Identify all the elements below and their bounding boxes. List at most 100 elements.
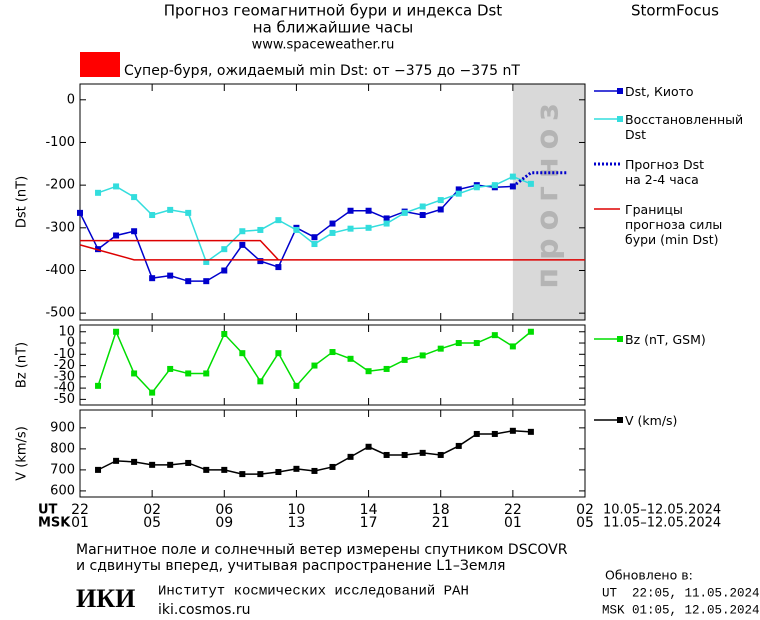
point <box>329 463 336 470</box>
point <box>185 278 192 285</box>
ut-range: 10.05–12.05.2024 <box>603 503 721 518</box>
legend-marker <box>617 88 623 94</box>
point <box>455 340 462 347</box>
site: iki.cosmos.ru <box>158 602 250 618</box>
y-tick-label: -40 <box>54 381 75 396</box>
y-tick-label: 700 <box>50 462 75 477</box>
point <box>203 278 210 285</box>
point <box>401 209 408 216</box>
point <box>257 471 264 478</box>
point <box>113 328 120 335</box>
point <box>329 229 336 236</box>
legend-marker <box>617 116 623 122</box>
msk-tick-label: 01 <box>71 515 89 531</box>
subtitle: на ближайшие часы <box>253 19 413 37</box>
point <box>509 427 516 434</box>
logo: ИКИ <box>76 584 135 613</box>
point <box>203 370 210 377</box>
point <box>365 207 372 214</box>
note: и сдвинуты вперед, учитывая распростране… <box>76 558 505 574</box>
point <box>257 378 264 385</box>
legend-entry: Прогноз Dst на 2-4 часа <box>625 157 705 187</box>
x-tick-label: 18 <box>432 502 450 518</box>
point <box>113 457 120 464</box>
point <box>167 272 174 279</box>
point <box>185 370 192 377</box>
x-tick-label: 22 <box>71 502 89 518</box>
point <box>365 224 372 231</box>
x-tick-label: 22 <box>504 502 522 518</box>
point <box>383 220 390 227</box>
point <box>275 217 282 224</box>
legend-marker <box>617 417 623 423</box>
point <box>203 258 210 265</box>
y-tick-label: 800 <box>50 441 75 456</box>
y-tick-label: 0 <box>67 336 75 351</box>
point <box>509 343 516 350</box>
point <box>347 453 354 460</box>
point <box>239 228 246 235</box>
point <box>113 183 120 190</box>
url: www.spaceweather.ru <box>252 38 395 53</box>
point <box>239 241 246 248</box>
point <box>311 467 318 474</box>
msk-range: 11.05–12.05.2024 <box>603 516 721 531</box>
msk-tick-label: 05 <box>576 515 594 531</box>
y-tick-label: -500 <box>45 306 75 321</box>
point <box>221 331 228 338</box>
legend-entry: Bz (nT, GSM) <box>625 332 706 347</box>
point <box>473 340 480 347</box>
point <box>311 234 318 241</box>
point <box>383 215 390 222</box>
point <box>311 362 318 369</box>
point <box>473 430 480 437</box>
x-tick-label: 14 <box>360 502 378 518</box>
y-axis-label: Bz (nT) <box>15 342 30 388</box>
point <box>365 443 372 450</box>
point <box>113 232 120 239</box>
y-axis-label: Dst (nT) <box>15 176 30 228</box>
point <box>167 206 174 213</box>
point <box>419 352 426 359</box>
point <box>383 365 390 372</box>
msk-tick-label: 13 <box>288 515 306 531</box>
point <box>77 209 83 216</box>
legend-entry: V (km/s) <box>625 413 678 428</box>
y-tick-label: -30 <box>54 369 75 384</box>
point <box>149 389 156 396</box>
point <box>293 382 300 389</box>
point <box>437 206 444 213</box>
point <box>437 197 444 204</box>
point <box>239 471 246 478</box>
plot-frame <box>79 83 586 321</box>
y-tick-label: -400 <box>45 263 75 278</box>
point <box>329 349 336 356</box>
msk-tick-label: 05 <box>143 515 161 531</box>
point <box>311 241 318 248</box>
point <box>167 461 174 468</box>
point <box>437 451 444 458</box>
point <box>95 189 102 196</box>
msk-tick-label: 21 <box>432 515 450 531</box>
point <box>455 190 462 197</box>
point <box>455 442 462 449</box>
point <box>185 209 192 216</box>
point <box>401 451 408 458</box>
point <box>329 220 336 227</box>
point <box>419 449 426 456</box>
y-tick-label: -10 <box>54 347 75 362</box>
updated-label: Обновлено в: <box>605 568 693 583</box>
point <box>95 382 102 389</box>
plot-frame <box>79 324 586 406</box>
x-tick-label: 10 <box>288 502 306 518</box>
msk-tick-label: 01 <box>504 515 522 531</box>
point <box>491 430 498 437</box>
point <box>491 332 498 339</box>
y-tick-label: 600 <box>50 483 75 498</box>
point <box>275 264 282 271</box>
point <box>293 226 300 233</box>
y-axis-label: V (km/s) <box>15 426 30 481</box>
legend-entry: Восстановленный Dst <box>625 112 744 142</box>
point <box>149 275 156 282</box>
point <box>131 458 138 465</box>
